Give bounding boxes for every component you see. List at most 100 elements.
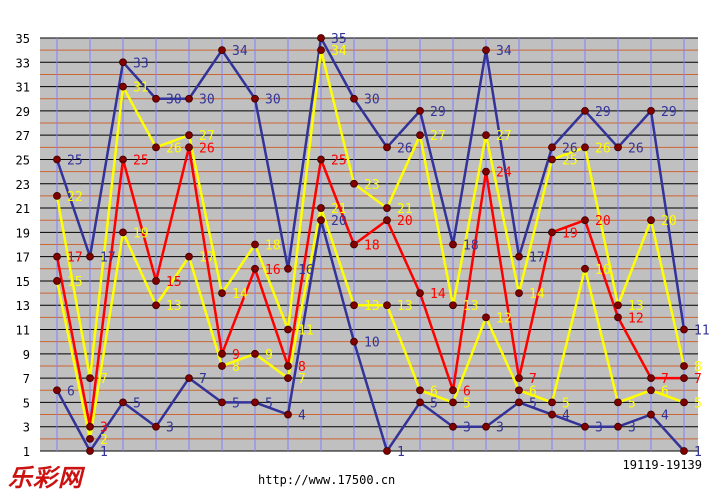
data-label: 17: [199, 251, 215, 266]
data-label: 25: [133, 153, 149, 168]
series-point: [119, 398, 127, 407]
series-point: [350, 94, 358, 103]
data-label: 18: [364, 239, 380, 254]
series-point: [548, 143, 556, 152]
series-point: [449, 398, 457, 407]
series-point: [515, 374, 523, 383]
data-label: 5: [529, 396, 537, 411]
series-point: [416, 131, 424, 140]
data-label: 7: [529, 372, 537, 387]
y-tick-label: 11: [16, 324, 30, 338]
series-point: [383, 301, 391, 310]
series-point: [86, 447, 94, 455]
series-point: [482, 131, 490, 140]
data-label: 26: [199, 141, 215, 156]
data-label: 6: [67, 384, 75, 399]
data-label: 8: [694, 360, 702, 375]
series-point: [581, 106, 589, 115]
data-label: 25: [562, 153, 578, 168]
series-point: [647, 216, 655, 225]
series-point: [218, 46, 226, 55]
data-label: 29: [430, 105, 446, 120]
series-point: [680, 447, 688, 455]
y-tick-label: 33: [16, 56, 30, 70]
data-label: 9: [265, 348, 273, 363]
y-tick-label: 19: [16, 226, 30, 240]
series-point: [614, 422, 622, 431]
series-point: [647, 106, 655, 115]
series-markers: [53, 34, 688, 455]
data-label: 26: [628, 141, 644, 156]
series-point: [86, 374, 94, 383]
y-tick-label: 7: [23, 372, 30, 386]
data-label: 16: [595, 263, 611, 278]
series-point: [383, 216, 391, 225]
series-point: [515, 252, 523, 261]
data-label: 7: [199, 372, 207, 387]
data-label: 15: [166, 275, 182, 290]
series-point: [251, 94, 259, 103]
series-point: [482, 313, 490, 322]
data-label: 30: [265, 93, 281, 108]
data-label: 14: [430, 287, 446, 302]
series-point: [647, 386, 655, 395]
data-label: 6: [661, 384, 669, 399]
data-label: 26: [595, 141, 611, 156]
series-point: [680, 398, 688, 407]
data-label: 4: [298, 409, 306, 424]
series-point: [350, 240, 358, 249]
series-point: [284, 410, 292, 419]
data-label: 20: [661, 214, 677, 229]
data-label: 33: [133, 56, 149, 71]
series-point: [251, 240, 259, 249]
series-point: [119, 58, 127, 67]
data-label: 3: [595, 421, 603, 436]
data-label: 6: [529, 384, 537, 399]
data-label: 7: [694, 372, 702, 387]
data-label: 30: [166, 93, 182, 108]
data-label: 5: [463, 396, 471, 411]
series-point: [218, 289, 226, 297]
series-point: [317, 216, 325, 225]
data-label: 25: [331, 153, 347, 168]
data-label: 7: [100, 372, 108, 387]
series-point: [152, 277, 160, 285]
data-label: 5: [562, 396, 570, 411]
series-point: [53, 386, 61, 395]
data-label: 8: [232, 360, 240, 375]
data-label: 27: [496, 129, 512, 144]
series-point: [317, 204, 325, 212]
data-label: 34: [331, 44, 347, 59]
series-point: [317, 34, 325, 42]
data-label: 29: [661, 105, 677, 120]
data-label: 24: [496, 166, 512, 181]
data-label: 26: [166, 141, 182, 156]
data-label: 25: [67, 153, 83, 168]
data-label: 13: [628, 299, 644, 314]
series-point: [53, 192, 61, 200]
data-label: 7: [298, 372, 306, 387]
series-point: [350, 337, 358, 346]
series-point: [350, 301, 358, 310]
y-tick-label: 27: [16, 129, 30, 143]
data-label: 1: [100, 445, 108, 460]
data-label: 6: [463, 384, 471, 399]
series-point: [383, 204, 391, 212]
data-label: 5: [232, 396, 240, 411]
site-url: http://www.17500.cn: [258, 473, 396, 487]
data-label: 13: [364, 299, 380, 314]
series-point: [284, 264, 292, 273]
series-line-5: [55, 218, 685, 453]
series-point: [119, 155, 127, 164]
y-tick-label: 23: [16, 178, 30, 192]
data-label: 31: [133, 81, 149, 96]
data-label: 18: [265, 239, 281, 254]
data-label: 5: [628, 396, 636, 411]
data-label: 7: [661, 372, 669, 387]
brand-logo: 乐彩网: [8, 463, 83, 492]
series-point: [119, 228, 127, 237]
series-point: [449, 301, 457, 310]
data-label: 5: [430, 396, 438, 411]
series-point: [647, 374, 655, 383]
